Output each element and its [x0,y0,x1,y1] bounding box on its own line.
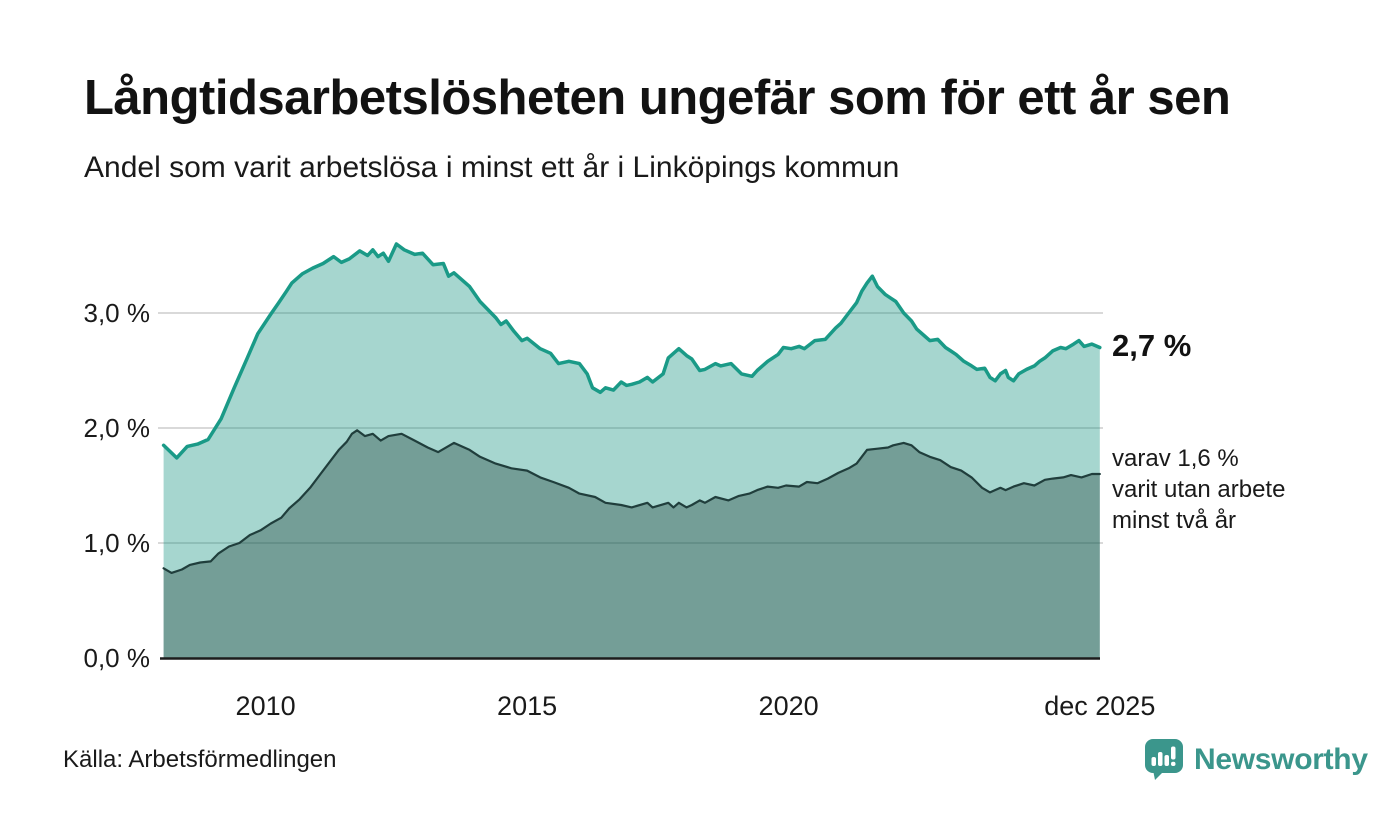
latest-value-label: 2,7 % [1112,328,1192,363]
annotation-line-3: minst två år [1112,507,1237,534]
series2-annotation: varav 1,6 % varit utan arbete minst två … [1112,443,1285,536]
newsworthy-logo: Newsworthy [1144,738,1368,781]
y-tick-label: 3,0 % [84,298,151,328]
newsworthy-logo-icon [1145,739,1183,780]
x-tick-label: 2010 [236,691,296,721]
series-line-1 [161,242,1102,460]
source-label: Källa: Arbetsförmedlingen [63,746,337,773]
x-tick-label: dec 2025 [1044,691,1155,721]
annotation-line-2: varit utan arbete [1112,476,1286,503]
area-fill-1 [163,244,1100,658]
annotation-line-1: varav 1,6 % [1112,445,1239,472]
y-tick-label: 2,0 % [84,413,151,443]
newsworthy-wordmark: Newsworthy [1194,742,1368,776]
x-tick-label: 2020 [759,691,819,721]
page-title: Långtidsarbetslösheten ungefär som för e… [84,71,1231,125]
y-tick-label: 1,0 % [84,528,151,558]
y-tick-label: 0,0 % [84,643,151,673]
x-tick-label: 2015 [497,691,557,721]
area-fill-2 [163,430,1100,658]
page-subtitle: Andel som varit arbetslösa i minst ett å… [84,151,900,184]
series-line-2 [162,429,1101,574]
